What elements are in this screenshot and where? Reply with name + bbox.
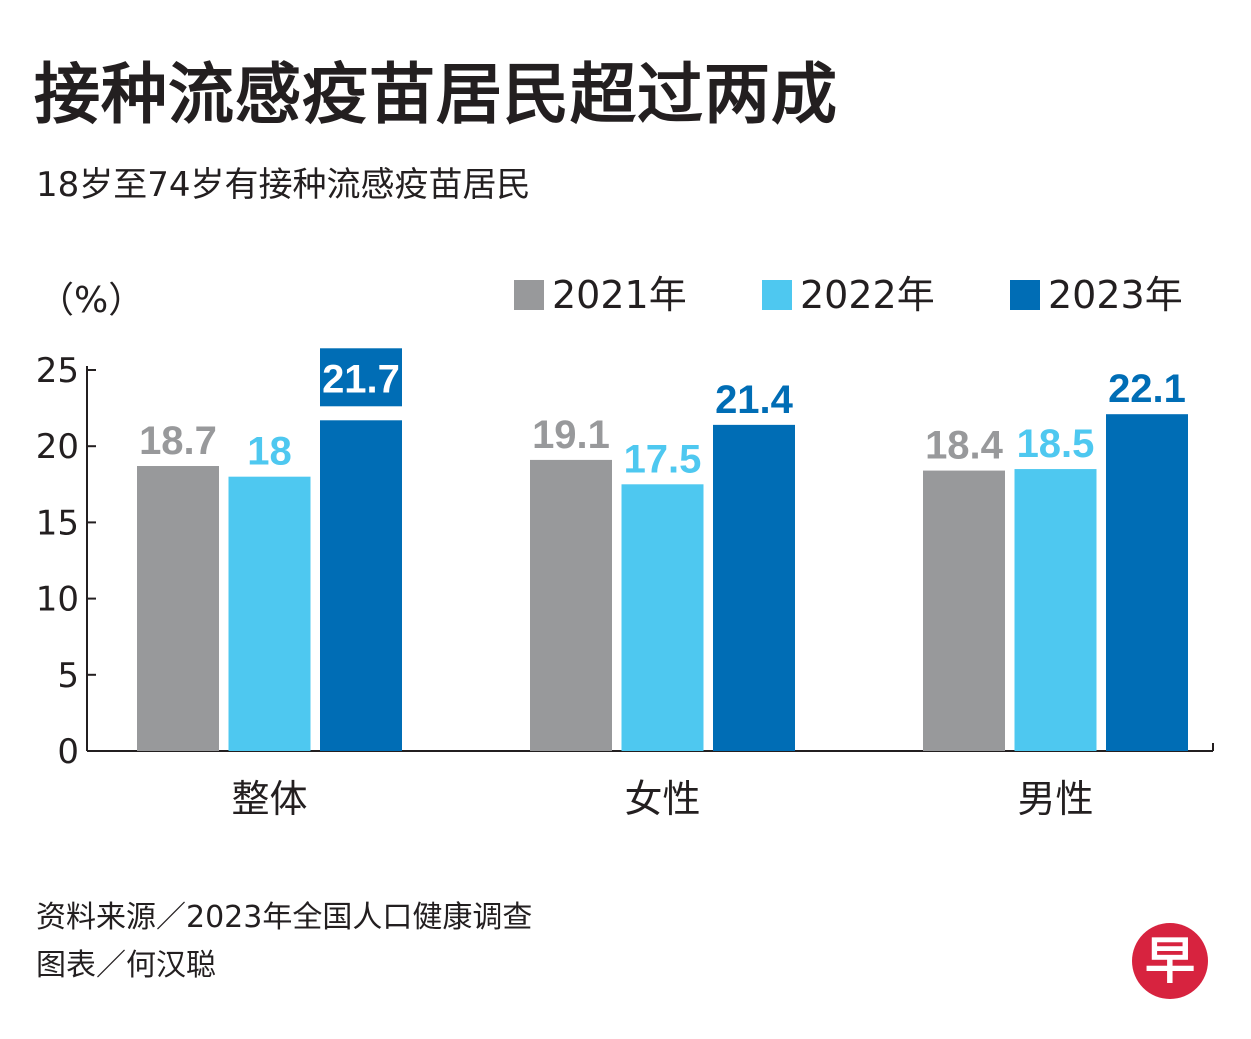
y-tick-label: 20 bbox=[36, 427, 79, 467]
legend-swatch-2023 bbox=[1010, 280, 1040, 310]
legend-item-2022: 2022年 bbox=[762, 276, 1010, 314]
data-label: 18.5 bbox=[1017, 422, 1095, 466]
y-axis-unit-label: （%） bbox=[38, 280, 145, 321]
chart-title: 接种流感疫苗居民超过两成 bbox=[34, 56, 838, 133]
legend-swatch-2022 bbox=[762, 280, 792, 310]
bar bbox=[1014, 469, 1097, 751]
x-category-label: 女性 bbox=[624, 777, 700, 821]
data-label: 17.5 bbox=[624, 437, 702, 481]
data-label: 21.4 bbox=[715, 378, 794, 422]
legend-label-2021: 2021年 bbox=[552, 273, 687, 317]
bar bbox=[530, 459, 612, 751]
bar bbox=[713, 424, 795, 751]
credit-note: 图表／何汉聪 bbox=[36, 948, 216, 983]
y-tick-label: 25 bbox=[36, 351, 79, 391]
legend-item-2023: 2023年 bbox=[1010, 276, 1183, 314]
y-tick-label: 0 bbox=[57, 732, 79, 772]
bar bbox=[320, 420, 402, 751]
chart-legend: 2021年 2022年 2023年 bbox=[514, 276, 1183, 314]
legend-label-2022: 2022年 bbox=[800, 273, 935, 317]
bar bbox=[923, 470, 1005, 751]
chart-subtitle: 18岁至74岁有接种流感疫苗居民 bbox=[36, 165, 531, 205]
y-tick-label: 5 bbox=[57, 656, 79, 696]
data-label: 21.7 bbox=[322, 357, 400, 401]
data-label: 19.1 bbox=[532, 413, 610, 457]
bar bbox=[621, 484, 704, 751]
y-tick-label: 10 bbox=[36, 580, 79, 620]
data-label: 18 bbox=[247, 430, 292, 474]
zaobao-logo: 早 bbox=[1132, 923, 1208, 999]
x-category-label: 整体 bbox=[231, 777, 307, 821]
legend-item-2021: 2021年 bbox=[514, 276, 762, 314]
data-label: 18.7 bbox=[139, 419, 217, 463]
y-tick-label: 15 bbox=[36, 503, 79, 543]
source-note: 资料来源／2023年全国人口健康调查 bbox=[36, 900, 533, 935]
data-label: 18.4 bbox=[925, 424, 1004, 468]
bar bbox=[228, 476, 311, 751]
bar bbox=[137, 466, 219, 751]
bar bbox=[1106, 414, 1188, 751]
legend-label-2023: 2023年 bbox=[1048, 273, 1183, 317]
x-category-label: 男性 bbox=[1017, 777, 1093, 821]
legend-swatch-2021 bbox=[514, 280, 544, 310]
logo-text: 早 bbox=[1145, 932, 1195, 990]
data-label: 22.1 bbox=[1108, 367, 1186, 411]
data-label-box bbox=[320, 348, 402, 407]
